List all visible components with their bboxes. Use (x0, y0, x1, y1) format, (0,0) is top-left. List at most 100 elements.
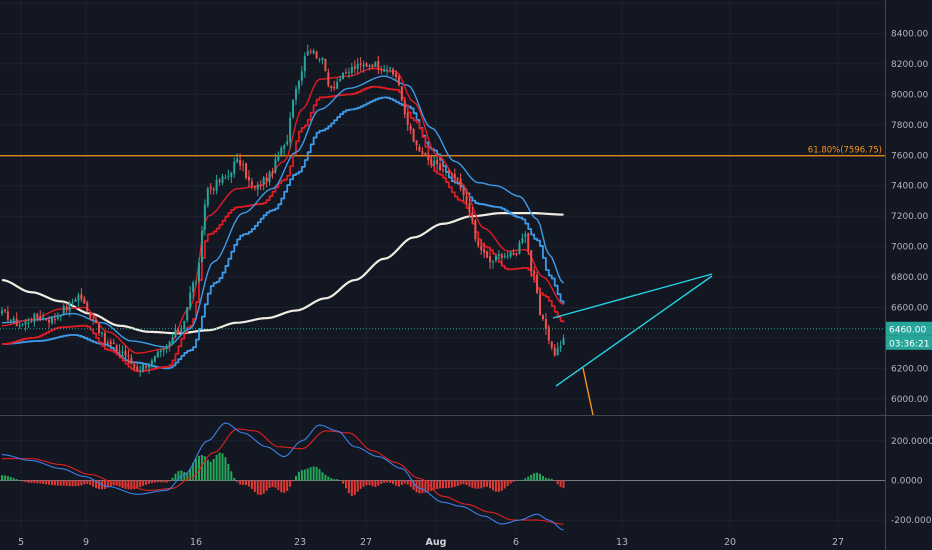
candle[interactable] (247, 170, 250, 188)
candle[interactable] (89, 312, 92, 321)
candle[interactable] (12, 315, 15, 324)
candle[interactable] (115, 343, 118, 354)
candle[interactable] (156, 349, 159, 358)
candle[interactable] (180, 325, 183, 334)
candle[interactable] (30, 317, 33, 324)
candle[interactable] (62, 302, 65, 317)
candle[interactable] (268, 170, 271, 186)
candle[interactable] (439, 157, 442, 172)
candle[interactable] (192, 280, 195, 299)
candle[interactable] (153, 355, 156, 364)
candle[interactable] (27, 317, 30, 329)
candle[interactable] (300, 66, 303, 86)
candle[interactable] (250, 177, 253, 190)
candle[interactable] (494, 255, 497, 263)
candle[interactable] (142, 364, 145, 373)
candle[interactable] (77, 292, 80, 307)
candle[interactable] (159, 348, 162, 358)
candle[interactable] (127, 349, 130, 364)
candle[interactable] (256, 181, 259, 196)
candle[interactable] (259, 180, 262, 191)
candle[interactable] (480, 239, 483, 255)
candle[interactable] (92, 312, 95, 325)
candle[interactable] (497, 250, 500, 260)
candle[interactable] (444, 168, 447, 177)
candle[interactable] (559, 340, 562, 353)
candle[interactable] (183, 320, 186, 332)
candle[interactable] (362, 60, 365, 73)
candle[interactable] (315, 50, 318, 59)
candle[interactable] (447, 168, 450, 174)
candle[interactable] (145, 364, 148, 371)
candle[interactable] (433, 156, 436, 167)
candle[interactable] (533, 266, 536, 281)
candle[interactable] (539, 288, 542, 316)
candle[interactable] (139, 365, 142, 377)
projection-line[interactable] (582, 367, 594, 416)
candle[interactable] (377, 55, 380, 75)
candle[interactable] (295, 85, 297, 105)
candle[interactable] (374, 61, 377, 68)
candle[interactable] (186, 307, 189, 323)
fib-level-line[interactable]: 61.80%(7596.75) (0, 146, 885, 157)
candle[interactable] (342, 72, 345, 80)
candle[interactable] (165, 343, 168, 354)
candle[interactable] (68, 300, 71, 317)
candle[interactable] (491, 259, 494, 269)
candle[interactable] (265, 172, 268, 188)
candle[interactable] (39, 310, 42, 322)
candle[interactable] (541, 314, 544, 321)
candle[interactable] (189, 285, 192, 311)
candle[interactable] (506, 251, 509, 260)
candle[interactable] (15, 312, 18, 327)
candle[interactable] (509, 250, 512, 259)
candle[interactable] (74, 297, 77, 303)
candle[interactable] (333, 80, 336, 91)
candle[interactable] (418, 144, 421, 152)
candle[interactable] (280, 145, 283, 158)
candle[interactable] (403, 99, 406, 119)
candle[interactable] (389, 66, 392, 73)
candle[interactable] (321, 57, 324, 65)
candle[interactable] (24, 318, 27, 332)
candle[interactable] (489, 251, 492, 269)
candle[interactable] (100, 331, 103, 337)
candle[interactable] (133, 361, 136, 370)
candle[interactable] (521, 233, 524, 245)
candle[interactable] (477, 237, 480, 249)
candle[interactable] (424, 152, 427, 156)
candle[interactable] (353, 60, 356, 74)
candle[interactable] (292, 98, 295, 120)
candle[interactable] (303, 52, 306, 78)
candle[interactable] (277, 151, 280, 163)
candle[interactable] (50, 315, 53, 326)
candle[interactable] (550, 340, 553, 351)
candle[interactable] (150, 358, 153, 368)
candle[interactable] (503, 252, 506, 259)
candle[interactable] (442, 163, 444, 173)
candle[interactable] (21, 323, 24, 327)
candle[interactable] (547, 324, 550, 345)
candle[interactable] (512, 249, 515, 256)
candle[interactable] (430, 154, 433, 168)
candle[interactable] (236, 153, 239, 163)
candle[interactable] (56, 312, 59, 321)
price-pane[interactable]: 61.80%(7596.75) (0, 44, 885, 416)
candle[interactable] (527, 232, 530, 256)
candle[interactable] (53, 313, 56, 324)
candles[interactable] (1, 44, 565, 377)
candle[interactable] (177, 327, 180, 335)
candle[interactable] (471, 206, 474, 224)
candle[interactable] (406, 111, 409, 132)
candle[interactable] (530, 250, 533, 277)
candle[interactable] (65, 303, 68, 314)
candle[interactable] (18, 322, 21, 330)
candle[interactable] (242, 160, 245, 172)
candle[interactable] (456, 177, 459, 184)
candle[interactable] (109, 338, 112, 347)
candle[interactable] (436, 155, 439, 171)
candle[interactable] (230, 171, 233, 184)
candle[interactable] (45, 317, 48, 321)
wedge-lower-line[interactable] (555, 275, 713, 387)
candle[interactable] (148, 362, 150, 374)
